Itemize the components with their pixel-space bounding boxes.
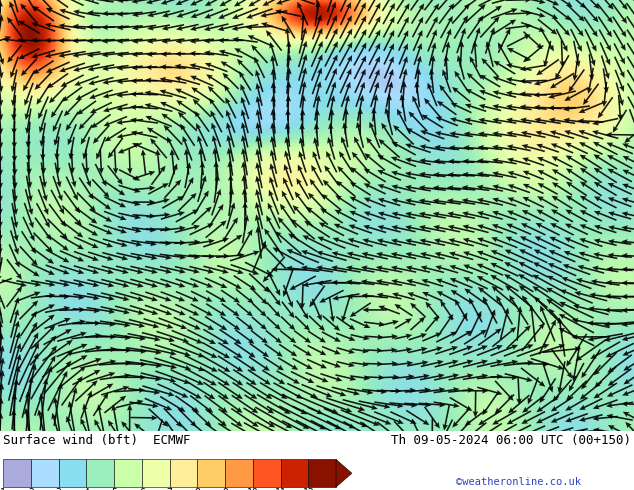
Bar [59,460,86,487]
Bar [86,460,114,487]
Text: 11: 11 [275,488,287,490]
Text: 10: 10 [247,488,259,490]
Bar [170,460,197,487]
Text: 1: 1 [0,488,6,490]
Bar [197,460,225,487]
Bar [280,460,308,487]
Text: 7: 7 [167,488,172,490]
Text: 12: 12 [302,488,314,490]
Text: 6: 6 [139,488,145,490]
Text: ©weatheronline.co.uk: ©weatheronline.co.uk [456,477,581,487]
Polygon shape [336,460,352,487]
Bar [114,460,142,487]
Text: 5: 5 [111,488,117,490]
Bar [142,460,170,487]
Text: 8: 8 [195,488,200,490]
Bar [31,460,58,487]
Bar [225,460,253,487]
Text: 2: 2 [28,488,34,490]
Text: Surface wind (bft)  ECMWF: Surface wind (bft) ECMWF [3,434,191,447]
Text: Th 09-05-2024 06:00 UTC (00+150): Th 09-05-2024 06:00 UTC (00+150) [391,434,631,447]
Text: 3: 3 [56,488,61,490]
Bar [308,460,336,487]
Text: 9: 9 [222,488,228,490]
Bar [253,460,280,487]
Bar [3,460,31,487]
Text: 4: 4 [84,488,89,490]
